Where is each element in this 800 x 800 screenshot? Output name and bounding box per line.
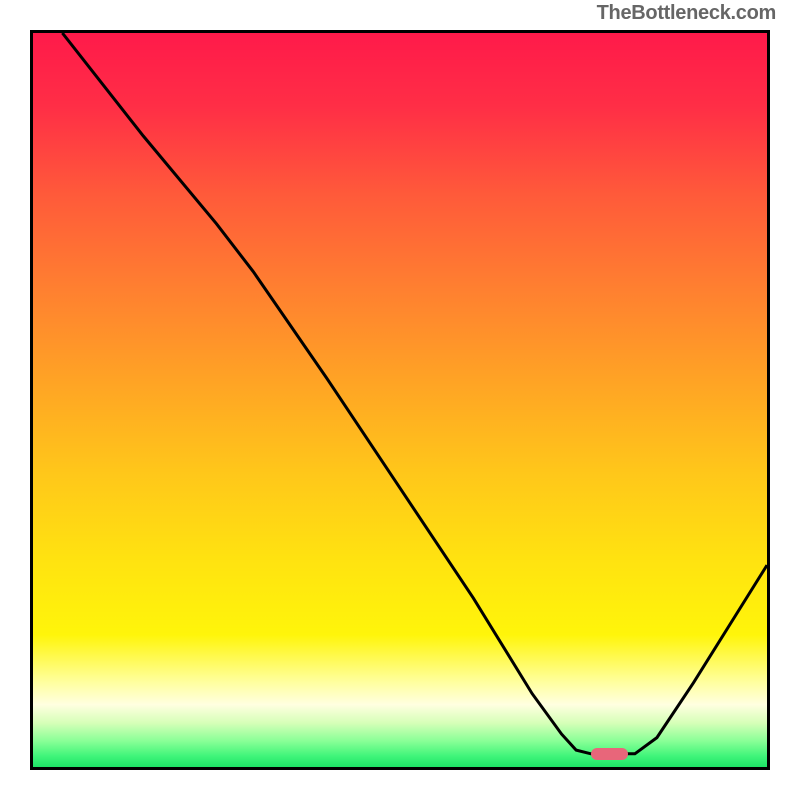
watermark-text: TheBottleneck.com <box>597 2 776 25</box>
plot-area <box>30 30 770 770</box>
optimal-marker <box>591 748 628 760</box>
curve-line <box>33 33 767 767</box>
chart-container: TheBottleneck.com <box>0 0 800 800</box>
